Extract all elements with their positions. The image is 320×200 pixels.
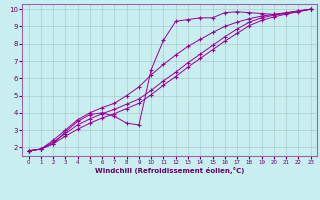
X-axis label: Windchill (Refroidissement éolien,°C): Windchill (Refroidissement éolien,°C) <box>95 167 244 174</box>
